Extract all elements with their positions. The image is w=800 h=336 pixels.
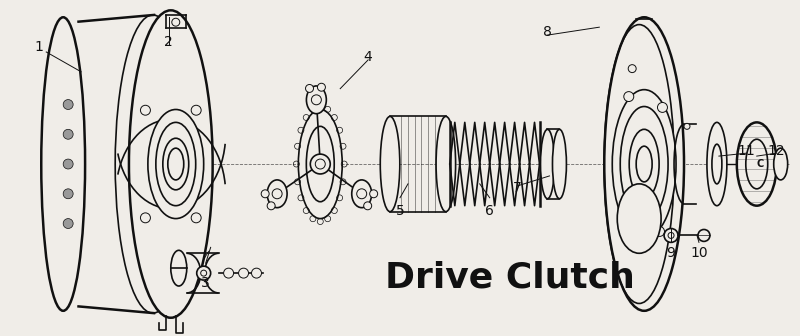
Ellipse shape bbox=[306, 126, 334, 202]
Ellipse shape bbox=[42, 17, 85, 311]
Circle shape bbox=[191, 105, 201, 115]
Circle shape bbox=[261, 190, 269, 198]
Ellipse shape bbox=[436, 117, 456, 212]
Ellipse shape bbox=[541, 129, 554, 199]
Ellipse shape bbox=[163, 138, 189, 190]
Circle shape bbox=[654, 226, 665, 237]
Circle shape bbox=[624, 92, 634, 101]
Circle shape bbox=[698, 229, 710, 241]
Ellipse shape bbox=[352, 180, 372, 208]
Circle shape bbox=[668, 233, 674, 239]
Circle shape bbox=[63, 159, 73, 169]
Text: 7: 7 bbox=[514, 181, 522, 195]
Text: 11: 11 bbox=[738, 144, 756, 158]
Ellipse shape bbox=[712, 144, 722, 184]
Circle shape bbox=[306, 84, 314, 92]
Ellipse shape bbox=[380, 117, 400, 212]
Circle shape bbox=[370, 190, 378, 198]
Circle shape bbox=[172, 18, 180, 26]
Text: 3: 3 bbox=[202, 276, 210, 290]
Circle shape bbox=[63, 219, 73, 228]
Circle shape bbox=[63, 99, 73, 110]
Ellipse shape bbox=[298, 110, 342, 219]
Circle shape bbox=[224, 268, 234, 278]
Text: Drive Clutch: Drive Clutch bbox=[385, 261, 634, 295]
Text: 9: 9 bbox=[666, 246, 675, 260]
Ellipse shape bbox=[620, 107, 668, 221]
Ellipse shape bbox=[774, 148, 788, 180]
Circle shape bbox=[191, 213, 201, 223]
Text: 12: 12 bbox=[768, 144, 786, 158]
Text: 1: 1 bbox=[35, 40, 44, 54]
Circle shape bbox=[621, 216, 631, 225]
Ellipse shape bbox=[604, 17, 684, 311]
Text: 6: 6 bbox=[486, 204, 494, 218]
Ellipse shape bbox=[746, 139, 768, 189]
Ellipse shape bbox=[306, 86, 326, 114]
Circle shape bbox=[197, 266, 210, 280]
Text: 10: 10 bbox=[690, 246, 708, 260]
Text: C: C bbox=[756, 159, 763, 169]
Ellipse shape bbox=[129, 10, 213, 318]
Circle shape bbox=[63, 129, 73, 139]
Ellipse shape bbox=[630, 129, 659, 199]
Ellipse shape bbox=[636, 146, 652, 182]
Ellipse shape bbox=[156, 122, 196, 206]
Circle shape bbox=[357, 189, 366, 199]
Circle shape bbox=[684, 123, 690, 129]
Text: 2: 2 bbox=[165, 35, 173, 49]
Ellipse shape bbox=[612, 90, 676, 239]
Circle shape bbox=[272, 189, 282, 199]
Ellipse shape bbox=[267, 180, 287, 208]
Circle shape bbox=[664, 228, 678, 242]
Text: 5: 5 bbox=[396, 204, 404, 218]
Circle shape bbox=[310, 154, 330, 174]
Circle shape bbox=[141, 105, 150, 115]
Ellipse shape bbox=[618, 184, 661, 253]
Circle shape bbox=[201, 270, 206, 276]
Circle shape bbox=[251, 268, 262, 278]
Circle shape bbox=[311, 95, 322, 105]
Ellipse shape bbox=[168, 148, 184, 180]
Circle shape bbox=[238, 268, 249, 278]
Circle shape bbox=[364, 202, 372, 210]
Ellipse shape bbox=[737, 122, 777, 206]
Circle shape bbox=[658, 102, 667, 112]
Ellipse shape bbox=[707, 122, 727, 206]
Circle shape bbox=[628, 65, 636, 73]
Circle shape bbox=[141, 213, 150, 223]
Text: 4: 4 bbox=[364, 50, 373, 64]
Circle shape bbox=[315, 159, 326, 169]
Ellipse shape bbox=[170, 250, 186, 286]
Text: 8: 8 bbox=[543, 25, 552, 39]
Ellipse shape bbox=[148, 110, 204, 219]
Circle shape bbox=[318, 83, 326, 91]
Ellipse shape bbox=[553, 129, 566, 199]
Circle shape bbox=[63, 189, 73, 199]
Circle shape bbox=[267, 202, 275, 210]
